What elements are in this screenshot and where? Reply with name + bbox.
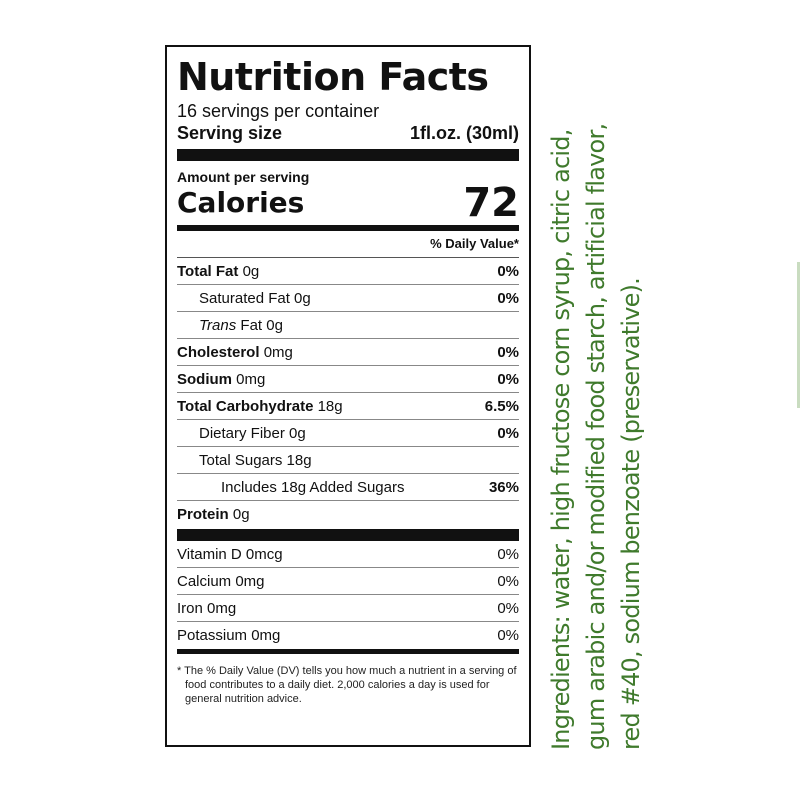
nutrient-label: Total Carbohydrate <box>177 397 314 415</box>
ingredients-line-1: Ingredients: water, high fructose corn s… <box>547 129 575 750</box>
ingredients-line-2: gum arabic and/or modified food starch, … <box>582 123 610 750</box>
nutrient-label: Sodium <box>177 370 232 388</box>
nutrient-amount: 0g <box>232 506 250 523</box>
nutrient-label: Saturated Fat 0g <box>199 289 311 307</box>
daily-value-footnote: * The % Daily Value (DV) tells you how m… <box>177 665 517 705</box>
nutrient-row-protein: Protein 0g <box>177 501 519 528</box>
nutrient-label: Includes 18g Added Sugars <box>221 478 405 496</box>
nutrient-row-added-sugars: Includes 18g Added Sugars 36% <box>177 474 519 501</box>
ingredients-line-3: red #40, sodium benzoate (preservative). <box>617 278 645 750</box>
nutrient-amount: 0mg <box>263 343 293 361</box>
vitamin-row-potassium: Potassium 0mg 0% <box>177 622 519 649</box>
nutrient-label: Fat 0g <box>240 316 283 334</box>
calories-value: 72 <box>463 180 519 226</box>
vitamin-label: Iron 0mg <box>177 599 237 617</box>
calories-label: Calories <box>177 186 305 219</box>
nutrient-row-cholesterol: Cholesterol 0mg 0% <box>177 339 519 366</box>
nutrient-dv: 0% <box>497 289 519 307</box>
nutrient-row-sodium: Sodium 0mg 0% <box>177 366 519 393</box>
vitamin-row-iron: Iron 0mg 0% <box>177 595 519 622</box>
nutrition-facts-title: Nutrition Facts <box>177 55 489 99</box>
nutrient-amount: 18g <box>317 397 343 415</box>
nutrient-label: Dietary Fiber 0g <box>199 424 306 442</box>
nutrient-row-saturated-fat: Saturated Fat 0g 0% <box>177 285 519 312</box>
serving-size-row: Serving size 1fl.oz. (30ml) <box>177 122 519 144</box>
vitamin-dv: 0% <box>497 599 519 617</box>
amount-per-serving: Amount per serving <box>177 169 310 185</box>
ingredients-text: Ingredients: water, high fructose corn s… <box>544 50 649 750</box>
nutrient-dv: 6.5% <box>484 397 519 415</box>
vitamin-label: Calcium 0mg <box>177 572 265 590</box>
nutrient-dv: 0% <box>497 343 519 361</box>
nutrient-row-dietary-fiber: Dietary Fiber 0g 0% <box>177 420 519 447</box>
medium-divider <box>177 225 519 231</box>
nutrient-label: Total Fat <box>177 262 239 280</box>
vitamin-dv: 0% <box>497 572 519 590</box>
vitamin-row-calcium: Calcium 0mg 0% <box>177 568 519 595</box>
nutrient-dv: 0% <box>497 262 519 280</box>
serving-size-value: 1fl.oz. (30ml) <box>409 123 519 143</box>
nutrient-dv: 0% <box>497 370 519 388</box>
vitamin-dv: 0% <box>497 545 519 563</box>
nutrition-facts-panel: Nutrition Facts 16 servings per containe… <box>165 45 531 747</box>
vitamin-dv: 0% <box>497 627 519 644</box>
nutrient-dv: 36% <box>488 478 519 496</box>
thick-divider <box>177 149 519 161</box>
nutrient-label-italic: Trans <box>199 316 237 334</box>
serving-size-label: Serving size <box>177 123 283 143</box>
nutrient-label: Protein <box>177 506 229 523</box>
footer-divider <box>177 649 519 654</box>
nutrient-row-total-sugars: Total Sugars 18g <box>177 447 519 474</box>
nutrient-dv: 0% <box>497 424 519 442</box>
nutrient-row-total-carbohydrate: Total Carbohydrate 18g 6.5% <box>177 393 519 420</box>
vitamin-label: Potassium 0mg <box>177 627 281 644</box>
daily-value-header: % Daily Value* <box>177 231 519 258</box>
nutrient-row-trans-fat: Trans Fat 0g <box>177 312 519 339</box>
servings-per-container: 16 servings per container <box>177 101 380 121</box>
nutrient-row-total-fat: Total Fat 0g 0% <box>177 258 519 285</box>
thick-divider-vitamins <box>177 529 519 541</box>
vitamin-label: Vitamin D 0mcg <box>177 545 283 563</box>
vitamin-row-vitamin-d: Vitamin D 0mcg 0% <box>177 541 519 568</box>
nutrient-label: Total Sugars 18g <box>199 451 312 469</box>
nutrient-amount: 0g <box>242 262 260 280</box>
calories-row: Calories 72 <box>177 183 519 223</box>
edge-decoration <box>797 262 800 408</box>
nutrient-label: Cholesterol <box>177 343 260 361</box>
nutrient-amount: 0mg <box>236 370 266 388</box>
